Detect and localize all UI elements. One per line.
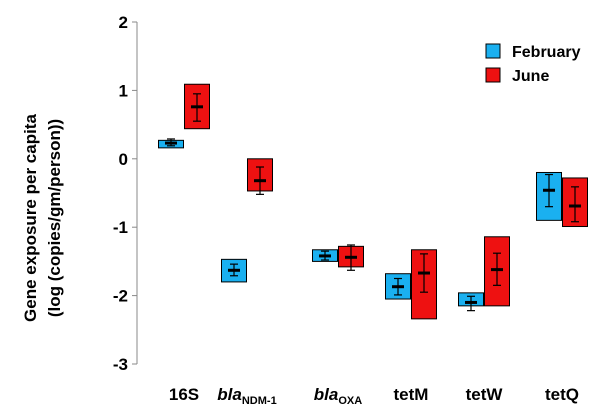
legend-swatch-february [485,43,501,59]
category-label: tetM [394,385,429,404]
legend-label-june: June [512,68,549,85]
box-june-3 [411,249,437,320]
category-label-sub: OXA [338,395,362,405]
box-june-5 [562,177,588,228]
category-label: blaOXA [314,385,362,405]
box-february-4 [458,292,484,312]
box-june-0 [184,83,210,130]
box-june-2 [338,244,364,271]
box-february-5 [536,171,562,221]
category-label-main: bla [217,385,242,404]
legend-swatch-june [485,67,501,83]
category-label-main: tetW [466,385,504,404]
category-label: tetW [466,385,504,404]
box-june-4 [484,236,510,307]
box-february-0 [158,138,184,149]
y-tick-label: 2 [119,13,128,32]
category-label-main: 16S [169,385,199,404]
category-label: tetQ [545,385,579,404]
x-labels: 16S blaNDM-1 blaOXA tetM tetW tetQ [169,385,579,405]
y-tick-label: 1 [119,81,128,100]
plot-area [158,83,588,320]
y-tick-label: -1 [113,218,128,237]
legend: February June [485,43,581,85]
box-february-2 [312,249,338,262]
category-label: 16S [169,385,199,404]
box-june-1 [247,158,273,195]
y-tick-label: -3 [113,355,128,374]
box-february-3 [385,273,411,300]
category-label-main: tetM [394,385,429,404]
box-february-1 [221,258,247,283]
category-label-main: tetQ [545,385,579,404]
y-tick-label: 0 [119,150,128,169]
category-label-sub: NDM-1 [242,395,277,405]
y-ticks: 2 1 0 -1 -2 -3 [113,13,137,374]
legend-label-february: February [512,44,581,61]
y-axis-title-line-2: (log (copies/gm/person)) [45,119,64,317]
y-tick-label: -2 [113,287,128,306]
y-axis-title: Gene exposure per capita (log (copies/gm… [21,114,64,322]
y-axis-title-line-1: Gene exposure per capita [21,114,40,322]
category-label-main: bla [314,385,339,404]
category-label: blaNDM-1 [217,385,276,405]
